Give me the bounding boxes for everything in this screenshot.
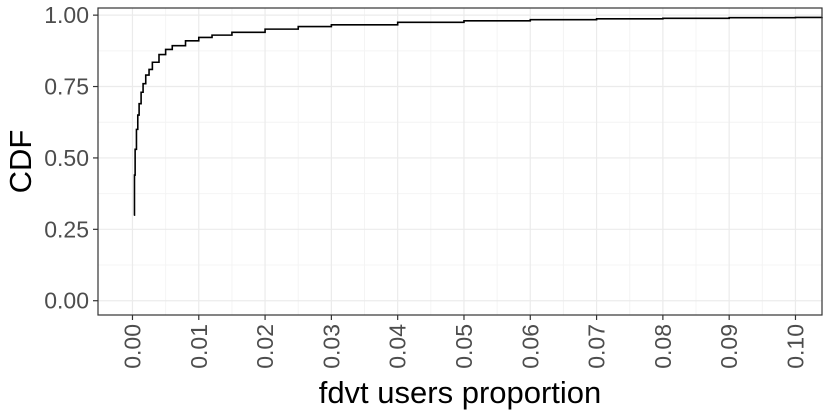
- x-tick-label: 0.06: [517, 324, 543, 369]
- x-tick-label: 0.04: [385, 324, 411, 369]
- x-tick-label: 0.09: [716, 324, 742, 369]
- x-axis-title: fdvt users proportion: [319, 375, 602, 410]
- cdf-step-line: [133, 16, 823, 216]
- x-tick-label: 0.01: [186, 324, 212, 369]
- y-tick-label: 0.25: [44, 216, 89, 242]
- y-tick-label: 0.00: [44, 288, 89, 314]
- y-axis-ticks: 0.00 0.25 0.50 0.75 1.00: [44, 2, 98, 314]
- x-tick-label: 0.02: [252, 324, 278, 369]
- y-tick-label: 1.00: [44, 2, 89, 28]
- x-axis-ticks: 0.00 0.01 0.02 0.03 0.04 0.05 0.06 0.07 0.08 0.09…: [119, 315, 808, 369]
- minor-grid: [98, 8, 822, 315]
- y-tick-label: 0.75: [44, 74, 89, 100]
- panel-border: [97, 7, 823, 316]
- x-tick-label: 0.00: [119, 324, 145, 369]
- x-tick-label: 0.05: [451, 324, 477, 369]
- y-axis-title: CDF: [3, 130, 38, 194]
- series-layer: [133, 16, 823, 216]
- x-tick-label: 0.03: [318, 324, 344, 369]
- x-tick-label: 0.07: [584, 324, 610, 369]
- x-tick-label: 0.08: [650, 324, 676, 369]
- x-tick-label: 0.10: [782, 324, 808, 369]
- y-tick-label: 0.50: [44, 145, 89, 171]
- major-grid: [98, 8, 822, 315]
